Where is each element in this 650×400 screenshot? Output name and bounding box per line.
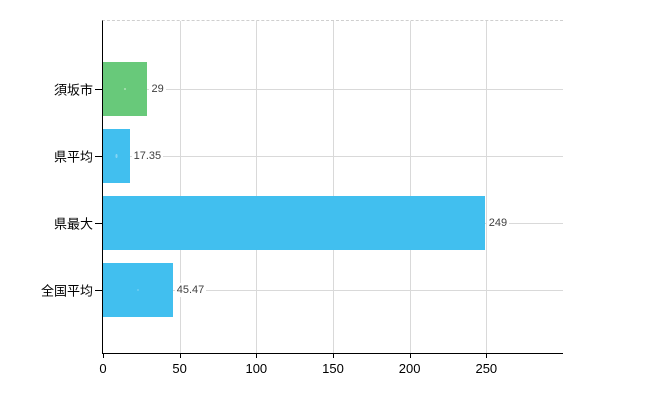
x-axis-tick-label: 150 (322, 361, 344, 376)
bar-rows: 須坂市 29 県平均 17.35 県最大 249 全国平均 45.47 (41, 21, 563, 353)
category-label: 県平均 (53, 149, 93, 164)
value-label: 29 (149, 81, 166, 96)
x-axis-tick-label: 50 (172, 361, 187, 376)
bar-全国平均 (103, 262, 173, 317)
vertical-gridlines (103, 21, 563, 353)
x-axis-tick-label: 200 (398, 361, 421, 376)
vertical-gridline (409, 21, 411, 353)
plot-area: 須坂市 29 県平均 17.35 県最大 249 全国平均 45.47 0 50 100 150 20… (41, 20, 563, 376)
x-axis-tick (486, 353, 488, 358)
y-axis-tick (95, 222, 103, 224)
bar-県平均 (103, 128, 130, 183)
bar-row: 県最大 249 (54, 189, 563, 256)
vertical-gridline (179, 21, 181, 353)
bar-row: 須坂市 29 (54, 55, 563, 122)
value-label: 17.35 (131, 148, 164, 163)
category-label: 須坂市 (53, 82, 93, 97)
x-axis-tick (333, 353, 334, 358)
x-axis-tick-label: 250 (475, 361, 498, 376)
horizontal-gridline (103, 289, 563, 291)
x-axis-tick (256, 353, 258, 358)
category-label: 県最大 (53, 216, 93, 231)
value-label: 45.47 (174, 282, 207, 297)
value-label: 249 (486, 215, 510, 230)
x-axis-tick-label: 0 (99, 361, 107, 376)
bar-row: 県平均 17.35 (54, 122, 563, 189)
category-label: 全国平均 (40, 283, 93, 298)
horizontal-gridline (103, 88, 563, 90)
y-axis-tick (95, 289, 103, 291)
x-axis-tick (103, 353, 104, 358)
x-axis-tick (179, 353, 181, 358)
vertical-gridline (256, 21, 258, 353)
x-axis-tick (409, 353, 411, 358)
bar-row: 全国平均 45.47 (41, 256, 563, 323)
y-axis-tick (95, 155, 103, 157)
horizontal-gridline (103, 155, 563, 157)
vertical-gridline (486, 21, 488, 353)
y-axis-tick (95, 88, 103, 90)
x-axis-tick-label: 100 (245, 361, 268, 376)
bar-須坂市 (103, 61, 148, 116)
vertical-gridline (333, 21, 334, 353)
bar-県最大 (103, 195, 485, 250)
